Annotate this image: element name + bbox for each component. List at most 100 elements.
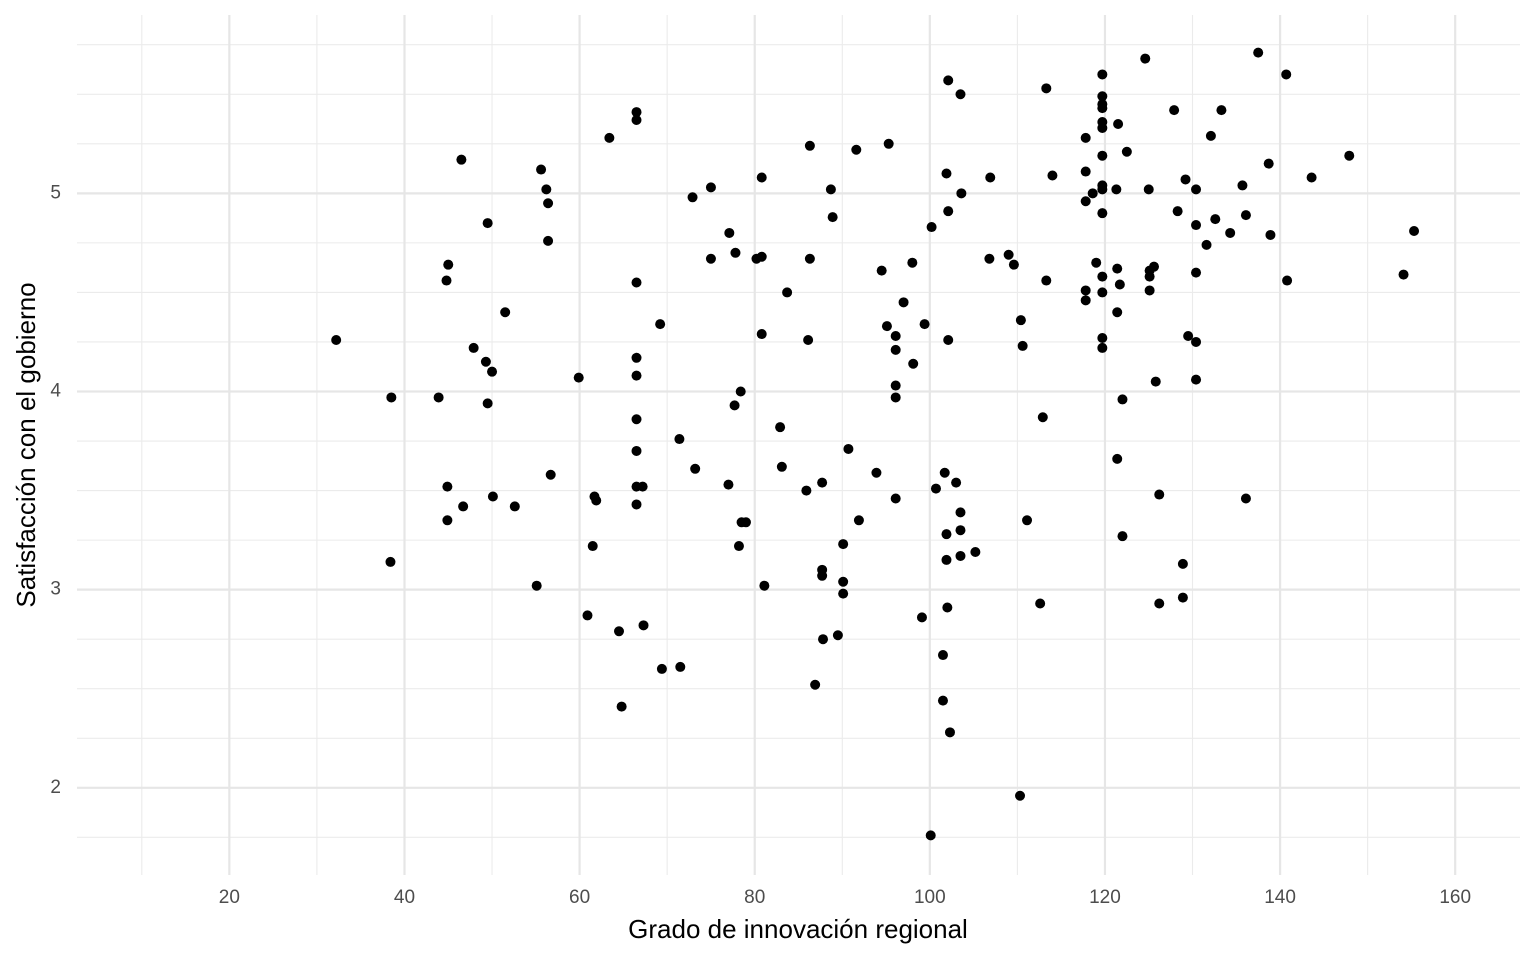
point xyxy=(1041,275,1052,286)
point xyxy=(985,172,996,183)
point xyxy=(898,297,909,308)
point xyxy=(1097,287,1108,298)
point xyxy=(674,434,685,445)
x-tick-label: 60 xyxy=(569,887,590,908)
point xyxy=(1240,210,1251,221)
point xyxy=(1114,279,1125,290)
x-tick-label: 160 xyxy=(1439,887,1471,908)
point xyxy=(638,620,649,631)
point xyxy=(756,251,767,262)
x-tick-label: 80 xyxy=(744,887,765,908)
point xyxy=(1180,174,1191,185)
point xyxy=(925,830,936,841)
point xyxy=(740,517,751,528)
point xyxy=(631,107,642,118)
point xyxy=(1306,172,1317,183)
point xyxy=(441,275,452,286)
point xyxy=(1121,146,1132,157)
point xyxy=(955,89,966,100)
point xyxy=(782,287,793,298)
point xyxy=(801,485,812,496)
point xyxy=(937,695,948,706)
point xyxy=(776,461,787,472)
point xyxy=(871,467,882,478)
point xyxy=(1265,229,1276,240)
y-axis-title: Satisfacción con el gobierno xyxy=(11,282,41,607)
point xyxy=(1191,220,1202,231)
point xyxy=(443,259,454,270)
point xyxy=(1097,342,1108,353)
point xyxy=(1117,394,1128,405)
point xyxy=(1037,412,1048,423)
point xyxy=(655,319,666,330)
point xyxy=(883,138,894,149)
x-axis-title: Grado de innovación regional xyxy=(628,914,968,944)
point xyxy=(631,414,642,425)
point xyxy=(730,247,741,258)
y-tick-label: 3 xyxy=(50,579,61,600)
point xyxy=(591,495,602,506)
point xyxy=(818,634,829,645)
point xyxy=(827,212,838,223)
point xyxy=(943,206,954,217)
point xyxy=(908,358,919,369)
point xyxy=(487,491,498,502)
point xyxy=(916,612,927,623)
point xyxy=(631,115,642,126)
point xyxy=(509,501,520,512)
point xyxy=(487,366,498,377)
point xyxy=(442,481,453,492)
point xyxy=(951,477,962,488)
point xyxy=(756,172,767,183)
point xyxy=(468,342,479,353)
point xyxy=(1191,267,1202,278)
point xyxy=(386,392,397,403)
point xyxy=(1015,315,1026,326)
point xyxy=(733,541,744,552)
point xyxy=(1113,118,1124,129)
point xyxy=(1237,180,1248,191)
point xyxy=(458,501,469,512)
point xyxy=(331,334,342,345)
point xyxy=(543,235,554,246)
point xyxy=(1022,515,1033,526)
point xyxy=(937,650,948,661)
point xyxy=(838,588,849,599)
point xyxy=(1097,122,1108,133)
point xyxy=(943,334,954,345)
y-tick-label: 4 xyxy=(50,381,61,402)
point xyxy=(955,550,966,561)
point xyxy=(1015,790,1026,801)
point xyxy=(838,576,849,587)
point xyxy=(1281,69,1292,80)
point xyxy=(1080,196,1091,207)
point xyxy=(930,483,941,494)
point xyxy=(1097,184,1108,195)
point xyxy=(1112,307,1123,318)
point xyxy=(480,356,491,367)
point xyxy=(955,507,966,518)
point xyxy=(1344,150,1355,161)
point xyxy=(631,352,642,363)
point xyxy=(775,422,786,433)
point xyxy=(1097,69,1108,80)
point xyxy=(890,392,901,403)
point xyxy=(1201,239,1212,250)
point xyxy=(1191,336,1202,347)
point xyxy=(1140,53,1151,64)
point xyxy=(1117,531,1128,542)
point xyxy=(482,398,493,409)
point xyxy=(1409,225,1420,236)
point xyxy=(1177,592,1188,603)
points xyxy=(331,47,1420,841)
point xyxy=(941,554,952,565)
point xyxy=(442,515,453,526)
point xyxy=(604,132,615,143)
point xyxy=(1080,132,1091,143)
point xyxy=(614,626,625,637)
point xyxy=(587,541,598,552)
point xyxy=(955,525,966,536)
point xyxy=(735,386,746,397)
point xyxy=(545,469,556,480)
point xyxy=(810,679,821,690)
